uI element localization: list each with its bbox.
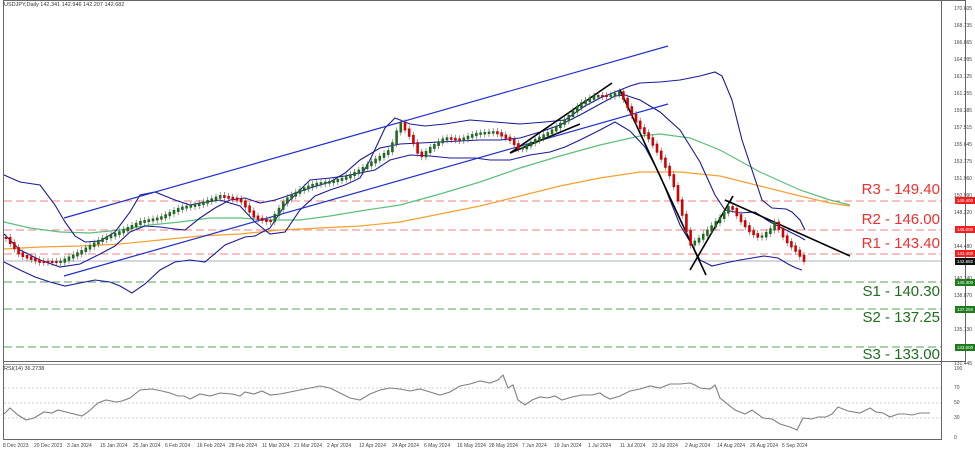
date-tick: 16 Feb 2024	[197, 443, 226, 449]
date-tick: 5 Sep 2024	[782, 443, 808, 449]
price-tick: 155.645	[954, 142, 973, 148]
r2-price-tag: 146.000	[955, 226, 975, 233]
support-lines	[4, 281, 941, 348]
price-tick: 131.445	[954, 361, 973, 367]
date-tick: 6 Feb 2024	[165, 443, 191, 449]
s3-label: S3 - 133.00	[862, 346, 940, 363]
price-tick: 153.775	[954, 159, 973, 165]
ma-green-line	[3, 133, 851, 234]
s3-price-tag: 133.000	[955, 344, 975, 351]
date-tick: 21 Mar 2024	[294, 443, 323, 449]
rsi-levels	[4, 387, 941, 419]
date-tick: 24 Apr 2024	[392, 443, 419, 449]
date-tick: 23 Jul 2024	[652, 443, 678, 449]
price-tick: 151.960	[954, 176, 973, 182]
price-tick: 161.255	[954, 91, 973, 97]
date-tick: 16 May 2024	[457, 443, 486, 449]
price-tick: 168.735	[954, 23, 973, 29]
rsi-tick: 0	[954, 435, 957, 441]
date-tick: 11 Jul 2024	[620, 443, 646, 449]
date-tick: 2 Aug 2024	[685, 443, 711, 449]
price-tick: 164.995	[954, 57, 973, 63]
date-tick: 25 Jan 2024	[133, 443, 161, 449]
rsi-tick: 30	[954, 415, 960, 421]
date-tick: 12 Apr 2024	[359, 443, 386, 449]
r2-label: R2 - 146.00	[861, 211, 940, 228]
date-tick: 6 May 2024	[424, 443, 451, 449]
s2-label: S2 - 137.25	[862, 309, 940, 326]
date-tick: 15 Jan 2024	[100, 443, 128, 449]
rsi-line	[3, 374, 930, 431]
date-tick: 19 Jun 2024	[554, 443, 582, 449]
upward-channel	[63, 45, 669, 277]
date-tick: 28 May 2024	[489, 443, 518, 449]
date-tick: 8 Dec 2023	[3, 443, 29, 449]
price-tick: 150.090	[954, 193, 973, 199]
date-tick: 26 Aug 2024	[750, 443, 779, 449]
current-price-tag: 142.682	[955, 258, 975, 265]
bollinger-bands	[3, 71, 806, 294]
ma-orange-line	[3, 171, 851, 250]
s1-label: S1 - 140.30	[862, 283, 940, 300]
s2-price-tag: 137.250	[955, 306, 975, 313]
date-tick: 2 Apr 2024	[327, 443, 352, 449]
date-tick: 7 Jun 2024	[522, 443, 547, 449]
date-tick: 14 Aug 2024	[717, 443, 746, 449]
r1-price-tag: 143.400	[955, 250, 975, 257]
price-tick: 144.480	[954, 244, 973, 250]
r3-label: R3 - 149.40	[861, 181, 940, 198]
price-tick: 135.130	[954, 327, 973, 333]
date-tick: 20 Dec 2023	[34, 443, 63, 449]
candles	[4, 88, 806, 266]
price-tick: 166.865	[954, 40, 973, 46]
price-tick: 163.125	[954, 74, 973, 80]
date-tick: 28 Feb 2024	[229, 443, 258, 449]
price-tick: 138.870	[954, 293, 973, 299]
date-tick: 3 Jan 2024	[67, 443, 92, 449]
date-tick: 11 Mar 2024	[262, 443, 290, 449]
price-tick: 148.220	[954, 210, 973, 216]
resistance-lines	[4, 200, 941, 255]
price-tick: 159.385	[954, 108, 973, 114]
price-tick: 170.605	[954, 6, 973, 12]
chart-title: USDJPY,Daily 142.341 142.946 142.207 142…	[4, 2, 125, 8]
trendlines	[509, 82, 851, 276]
rsi-tick: 50	[954, 400, 960, 406]
rsi-tick: 70	[954, 385, 960, 391]
date-tick: 1 Jul 2024	[588, 443, 612, 449]
r1-label: R1 - 143.40	[861, 235, 940, 252]
rsi-title: RSI(14) 36.2738	[4, 366, 45, 372]
s1-price-tag: 140.300	[955, 279, 975, 286]
price-tick: 157.515	[954, 125, 973, 131]
r3-price-tag: 149.400	[955, 197, 975, 204]
rsi-tick: 100	[954, 366, 963, 372]
